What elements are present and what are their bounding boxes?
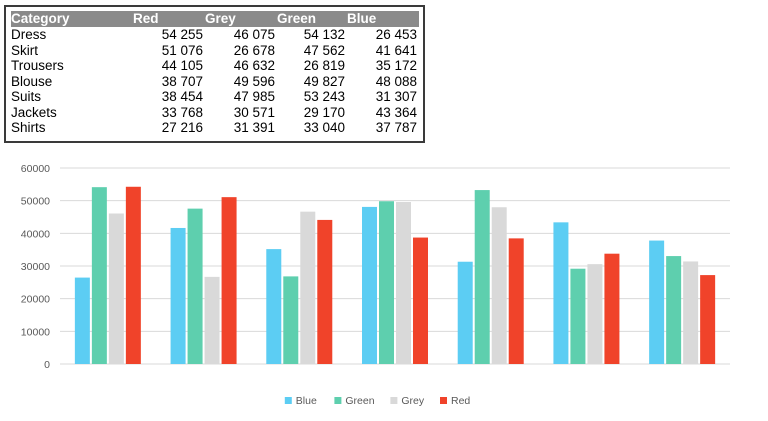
y-tick-label: 40000: [21, 228, 50, 240]
table-cell-value: 29 170: [303, 104, 345, 120]
table-row: Trousers 44 105 46 632 26 819 35 172: [11, 58, 419, 74]
table-cell-category: Suits: [11, 89, 42, 104]
bar-grey-blouse: [396, 201, 411, 364]
table-cell-value: 26 678: [233, 42, 275, 58]
table-cell-category: Skirt: [11, 42, 38, 58]
table-cell-value: 51 076: [161, 42, 203, 58]
table-cell-value: 54 255: [161, 27, 203, 42]
bar-grey-trousers: [300, 211, 316, 364]
y-tick-label: 10000: [21, 326, 50, 338]
header-grey: Grey: [205, 11, 236, 26]
table-cell-category: Shirts: [11, 120, 46, 135]
data-table: Category Red Grey Green Blue Dress 54 255…: [11, 11, 419, 136]
y-tick-label: 50000: [21, 196, 50, 208]
bar-green-shirts: [666, 256, 682, 364]
table-cell-value: 33 768: [161, 104, 203, 120]
table-cell-value: 33 040: [303, 120, 345, 135]
bar-green-skirt: [187, 208, 203, 364]
table-cell-value: 31 307: [375, 89, 417, 104]
legend-swatch-green: [334, 397, 342, 404]
table-row: Dress 54 255 46 075 54 132 26 453: [11, 27, 419, 43]
table-cell-value: 47 985: [233, 89, 275, 104]
bar-blue-jackets: [553, 222, 569, 364]
y-tick-label: 30000: [21, 261, 50, 273]
bar-green-jackets: [570, 268, 586, 364]
table-cell-value: 54 132: [303, 27, 345, 42]
y-tick-label: 20000: [21, 294, 50, 306]
bar-chart: 0 10000 20000 30000 40000 50000 60000 Blue Green…: [0, 150, 768, 421]
table-cell-value: 37 787: [375, 120, 417, 135]
table-row: Suits 38 454 47 985 53 243 31 307: [11, 89, 419, 105]
table-cell-value: 38 707: [161, 73, 203, 89]
bar-grey-jackets: [587, 264, 603, 364]
legend-swatch-grey: [390, 397, 398, 404]
header-red: Red: [133, 11, 159, 26]
header-blue: Blue: [347, 11, 377, 26]
bar-grey-shirts: [683, 261, 699, 364]
bar-blue-suits: [457, 261, 473, 364]
bar-red-skirt: [221, 197, 237, 364]
legend-label-blue: Blue: [296, 395, 317, 407]
table-cell-value: 27 216: [161, 120, 203, 135]
table-row: Shirts 27 216 31 391 33 040 37 787: [11, 120, 419, 136]
bar-green-suits: [474, 190, 490, 364]
table-cell-category: Jackets: [11, 104, 57, 120]
table-cell-value: 46 075: [233, 27, 275, 42]
y-tick-label: 0: [44, 359, 50, 371]
bar-red-trousers: [317, 219, 333, 364]
header-green: Green: [277, 11, 317, 26]
bar-red-dress: [125, 186, 141, 364]
table-cell-value: 26 819: [303, 58, 345, 73]
table-body: Dress 54 255 46 075 54 132 26 453 Skirt 51 076…: [11, 27, 419, 136]
table-cell-category: Trousers: [11, 58, 64, 73]
table-cell-value: 46 632: [233, 58, 275, 73]
table-cell-value: 44 105: [161, 58, 203, 73]
legend-label-green: Green: [345, 395, 374, 407]
bar-blue-dress: [74, 277, 90, 364]
bar-blue-skirt: [170, 227, 186, 364]
table-row: Blouse 38 707 49 596 49 827 48 088: [11, 74, 419, 90]
table-cell-category: Blouse: [11, 73, 53, 89]
bar-grey-suits: [491, 207, 507, 364]
table-cell-value: 48 088: [375, 73, 417, 89]
table-cell-value: 30 571: [233, 104, 275, 120]
header-category: Category: [11, 11, 70, 26]
table-cell-value: 49 827: [303, 73, 345, 89]
bar-green-blouse: [379, 201, 394, 364]
legend-swatch-red: [440, 397, 447, 404]
bar-red-suits: [508, 238, 524, 364]
bar-green-dress: [91, 187, 107, 364]
legend-label-grey: Grey: [401, 395, 425, 407]
legend-swatch-blue: [284, 397, 292, 404]
table-row: Jackets 33 768 30 571 29 170 43 364: [11, 105, 419, 121]
table-row: Skirt 51 076 26 678 47 562 41 641: [11, 43, 419, 59]
table-cell-value: 47 562: [303, 42, 345, 58]
y-tick-label: 60000: [21, 163, 50, 175]
bar-grey-dress: [108, 213, 124, 364]
table-cell-value: 26 453: [375, 27, 417, 42]
bar-chart-svg: 0 10000 20000 30000 40000 50000 60000 Blue Green…: [21, 163, 730, 407]
table-cell-value: 43 364: [375, 104, 417, 120]
table-cell-value: 53 243: [303, 89, 345, 104]
table-cell-value: 41 641: [375, 42, 417, 58]
bar-blue-shirts: [649, 240, 665, 364]
bar-green-trousers: [283, 276, 299, 364]
data-table-frame: Category Red Grey Green Blue Dress 54 255…: [4, 5, 425, 143]
table-cell-value: 35 172: [375, 58, 417, 73]
table-cell-category: Dress: [11, 27, 47, 42]
table-cell-value: 31 391: [233, 120, 275, 135]
bar-blue-trousers: [266, 249, 282, 364]
table-cell-value: 49 596: [233, 73, 275, 89]
bar-red-shirts: [700, 275, 716, 364]
legend-label-red: Red: [451, 395, 470, 407]
table-cell-value: 38 454: [161, 89, 203, 104]
bar-red-blouse: [413, 237, 428, 364]
bar-red-jackets: [604, 253, 620, 364]
bar-blue-blouse: [362, 206, 377, 364]
bar-grey-skirt: [204, 276, 220, 364]
table-header-row: Category Red Grey Green Blue: [11, 11, 419, 27]
